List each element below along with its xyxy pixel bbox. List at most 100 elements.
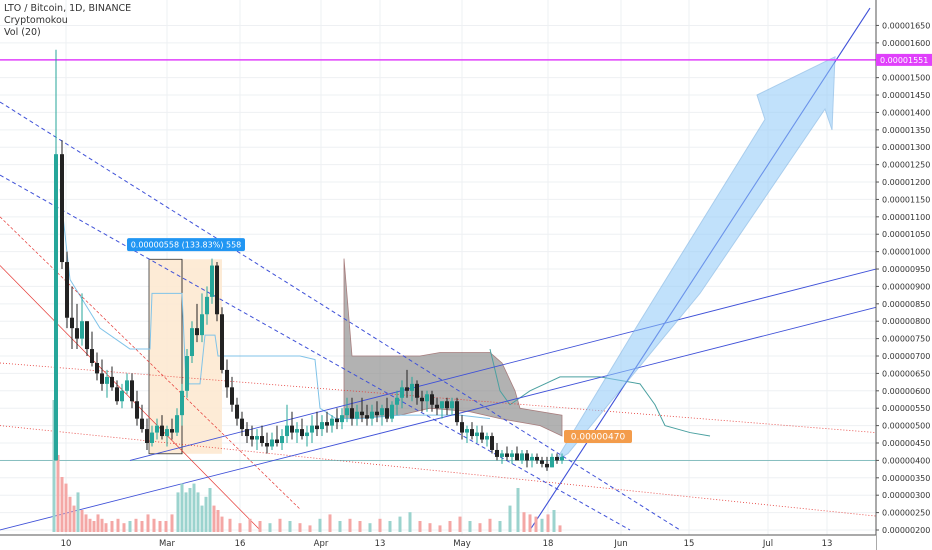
price-axis-label-10: 0.00001100 (882, 213, 930, 222)
time-axis-bg (0, 535, 876, 550)
time-axis-label-5: May (453, 539, 471, 549)
candle-body-11 (110, 376, 114, 388)
time-axis-label-0: 10 (61, 539, 72, 549)
volume-bar-8 (84, 514, 88, 532)
candle-body-84 (475, 432, 479, 437)
candle-body-4 (75, 328, 79, 339)
candle-body-0 (54, 154, 58, 461)
candle-body-51 (310, 425, 314, 433)
candle-body-16 (135, 401, 139, 419)
volume-bar-0 (52, 400, 56, 532)
volume-bar-28 (188, 488, 192, 532)
legend-symbol: LTO / Bitcoin, 1D, BINANCE (4, 3, 132, 14)
volume-bar-45 (308, 525, 312, 532)
price-axis-label-14: 0.00000900 (882, 282, 930, 291)
candle-body-70 (405, 387, 409, 391)
candle-body-90 (505, 453, 509, 457)
price-axis-label-25: 0.00000350 (882, 474, 930, 483)
volume-bar-29 (192, 483, 196, 532)
candle-body-41 (260, 436, 264, 444)
candle-body-3 (70, 317, 74, 329)
volume-bar-51 (368, 523, 372, 532)
price-axis-label-12: 0.00001000 (882, 248, 930, 257)
price-axis-label-21: 0.00000550 (882, 404, 930, 413)
volume-bar-22 (158, 521, 162, 532)
blue-dashed-channel-lower (0, 174, 631, 531)
candle-body-2 (65, 262, 69, 318)
price-axis-label-13: 0.00000950 (882, 265, 930, 274)
time-axis-label-4: 13 (375, 539, 386, 549)
volume-bar-3 (64, 483, 68, 532)
candle-body-1 (60, 154, 64, 263)
candle-body-58 (345, 408, 349, 416)
leading-span-line (489, 348, 711, 437)
candle-body-63 (370, 411, 374, 419)
candle-body-52 (315, 425, 319, 430)
candle-body-26 (185, 356, 189, 391)
candle-body-69 (400, 387, 404, 398)
volume-bar-68 (528, 514, 532, 532)
price-axis-label-1: 0.00001600 (882, 39, 930, 48)
dotted-resistance-1 (0, 362, 877, 433)
candle-body-94 (525, 453, 529, 461)
volume-bar-33 (208, 488, 212, 532)
candle-body-25 (180, 390, 184, 416)
time-axis-label-9: Jul (762, 539, 773, 549)
price-axis-label-16: 0.00000800 (882, 317, 930, 326)
time-axis-label-2: 16 (235, 539, 246, 549)
volume-bar-9 (88, 518, 92, 532)
volume-bar-13 (104, 523, 108, 532)
candle-body-12 (115, 387, 119, 402)
candle-body-78 (445, 401, 449, 409)
candle-body-40 (255, 436, 259, 440)
volume-bar-36 (220, 516, 224, 532)
candle-body-23 (170, 429, 174, 433)
candle-body-96 (535, 456, 539, 461)
price-axis-label-3: 0.00001450 (882, 91, 930, 100)
volume-bar-55 (408, 512, 412, 532)
volume-bar-64 (498, 521, 502, 532)
candle-body-53 (320, 422, 324, 430)
volume-bar-7 (80, 510, 84, 532)
candle-body-27 (190, 328, 194, 357)
volume-bar-47 (328, 514, 332, 532)
volume-bar-70 (540, 518, 544, 532)
candle-body-8 (95, 362, 99, 374)
price-axis-label-27: 0.00000250 (882, 509, 930, 518)
volume-bar-24 (170, 514, 174, 532)
measure-badge-label: 0.00000558 (133.83%) 558 (131, 241, 242, 250)
candle-body-42 (265, 443, 269, 447)
volume-bar-37 (228, 518, 232, 532)
candle-body-7 (90, 349, 94, 363)
candle-body-74 (425, 394, 429, 402)
candle-body-6 (85, 321, 89, 350)
target-price-axis-badge (876, 53, 932, 66)
price-axis-label-15: 0.00000850 (882, 300, 930, 309)
price-axis-label-24: 0.00000400 (882, 456, 930, 465)
volume-bar-11 (96, 514, 100, 532)
volume-bar-16 (122, 523, 126, 532)
volume-bar-34 (212, 505, 216, 532)
candle-body-87 (490, 436, 494, 450)
candle-body-57 (340, 415, 344, 423)
candle-body-92 (515, 453, 519, 461)
candle-body-89 (500, 453, 504, 457)
candle-body-82 (465, 429, 469, 433)
candle-body-99 (550, 456, 554, 468)
volume-bar-52 (378, 518, 382, 532)
volume-bar-30 (196, 492, 200, 532)
volume-bar-67 (522, 512, 526, 532)
dotted-resistance-2 (0, 425, 877, 517)
time-axis-label-1: Mar (159, 539, 176, 549)
volume-bar-21 (152, 518, 156, 532)
candle-body-100 (555, 456, 559, 461)
price-axis-label-22: 0.00000500 (882, 422, 930, 431)
candle-body-21 (160, 425, 164, 437)
candle-body-95 (530, 456, 534, 461)
candle-body-77 (440, 401, 444, 409)
candle-body-36 (235, 404, 239, 419)
price-axis-label-19: 0.00000650 (882, 369, 930, 378)
candle-body-30 (205, 296, 209, 315)
candle-body-54 (325, 422, 329, 426)
